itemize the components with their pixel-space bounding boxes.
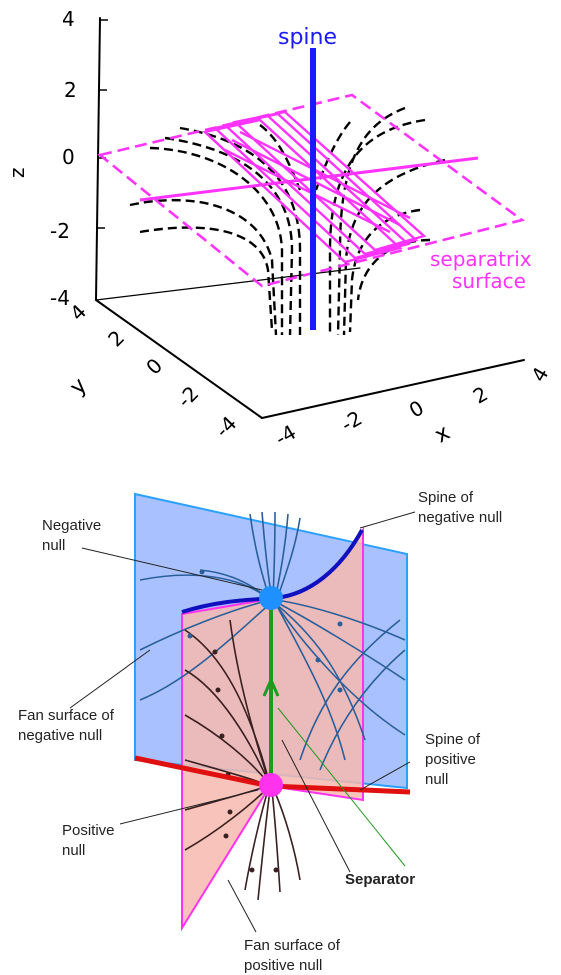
x-tick-label: 2	[469, 381, 492, 408]
y-tick-label: 2	[103, 325, 129, 351]
label-fan-positive: Fan surface of	[244, 937, 341, 954]
z-tick-label: 4	[62, 7, 75, 31]
z-tick-label: -4	[50, 286, 70, 310]
label-positive-null: null	[62, 842, 85, 859]
separator-arrow	[262, 676, 280, 697]
label-fan-negative: Fan surface of	[18, 707, 115, 724]
label-spine-positive: positive	[425, 751, 476, 768]
y-tick-label: 0	[141, 353, 167, 379]
label-fan-positive: positive null	[244, 957, 322, 974]
label-separator: Separator	[345, 871, 415, 888]
positive-fan-field-lines	[184, 619, 301, 901]
positive-null-point	[259, 773, 283, 797]
label-spine-positive: Spine of	[425, 731, 481, 748]
separatrix-label: surface	[452, 269, 526, 293]
z-tick-label: 0	[62, 145, 75, 169]
label-negative-null: Negative	[42, 517, 101, 534]
y-tick-label: -2	[172, 381, 203, 412]
y-axis: 4 2 0 -2 -4 y	[65, 299, 241, 442]
separatrix-surface	[97, 93, 525, 288]
x-tick-label: 4	[526, 363, 553, 386]
separator-leader	[277, 707, 406, 867]
label-fan-negative: negative null	[18, 727, 102, 744]
z-axis: 4 2 0 -2 -4 z	[5, 7, 108, 310]
x-tick-label: 0	[405, 395, 428, 422]
bottom-diagram: Spine of negative null Negative null Fan…	[18, 489, 502, 974]
separatrix-label: separatrix	[430, 247, 532, 271]
spine-label: spine	[278, 25, 337, 50]
z-axis-label: z	[5, 168, 29, 179]
label-negative-null: null	[42, 537, 65, 554]
negative-null-point	[259, 586, 283, 610]
field-lines	[129, 106, 446, 336]
label-positive-null: Positive	[62, 822, 115, 839]
top-plot: 4 2 0 -2 -4 z 4 2 0 -2 -4 y -4 -2	[5, 7, 553, 451]
y-axis-label: y	[65, 373, 92, 400]
leader-lines	[69, 511, 416, 933]
x-axis-label: x	[431, 420, 455, 448]
z-tick-label: -2	[50, 219, 70, 243]
x-tick-label: -4	[271, 420, 300, 451]
z-tick-label: 2	[64, 78, 77, 102]
label-spine-negative: Spine of	[418, 489, 474, 506]
x-tick-label: -2	[337, 406, 366, 437]
y-tick-label: -4	[210, 411, 241, 442]
label-spine-positive: null	[425, 771, 448, 788]
y-tick-label: 4	[65, 299, 91, 325]
label-spine-negative: negative null	[418, 509, 502, 526]
